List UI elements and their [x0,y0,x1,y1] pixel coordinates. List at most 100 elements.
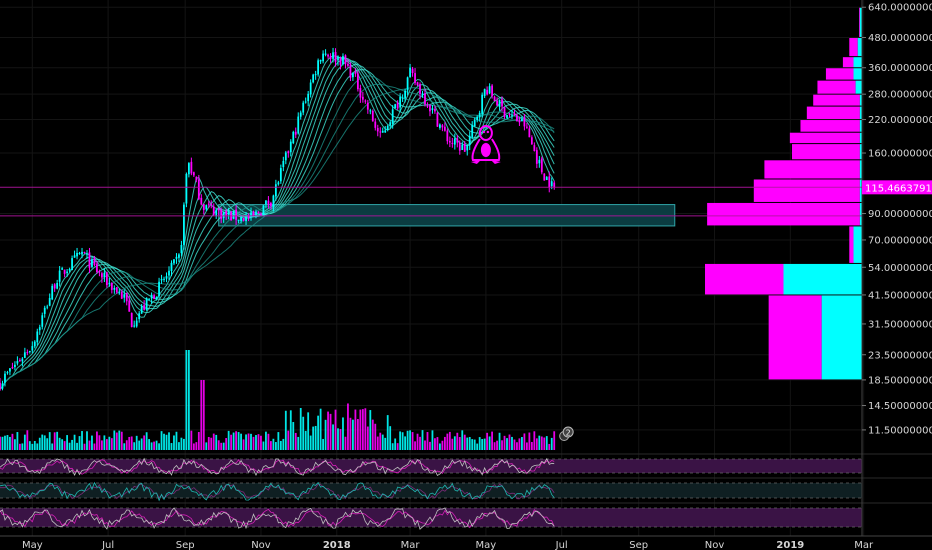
volume-bar [369,410,372,450]
candle-body [434,109,436,112]
price-tick-label: 360.00000000 [868,63,932,74]
candle-body [456,138,459,143]
volume-bar [441,440,444,450]
volume-bar [297,436,300,450]
volume-bar [0,436,1,450]
profile-bar-up [857,37,862,57]
price-tick-label: 90.00000000 [868,209,932,220]
candle-body [277,182,280,185]
candle-body [416,82,419,86]
profile-bar-up [859,160,862,179]
volume-bar [309,435,312,450]
volume-bar [533,431,536,450]
candle-body [11,366,14,369]
profile-bar-down [768,295,822,380]
volume-bar [478,437,481,450]
volume-bar [272,438,275,450]
volume-bar [1,436,4,450]
candle-body [376,128,379,132]
candle-body [289,141,292,153]
volume-bar [200,380,203,450]
volume-bar [175,431,178,450]
ma-line [0,56,555,390]
volume-bar [354,409,357,450]
volume-bar [471,439,474,450]
volume-bar [46,438,49,450]
profile-bar-down [859,7,860,37]
candle-body [513,113,516,116]
candle-body [334,51,337,62]
candle-body [138,313,141,320]
candle-body [4,373,6,383]
candle-body [56,282,59,289]
current-price-label: 115.46637912 [862,180,932,195]
ma-line [0,75,555,390]
price-tick-label: 14.50000000 [868,401,932,412]
volume-bar [476,443,479,450]
candle-body [200,197,203,205]
candle-body [220,209,223,219]
price-tick-label: 54.00000000 [868,263,932,274]
candle-body [190,161,193,174]
support-zone-rect [218,204,676,227]
volume-bar [81,431,83,450]
volume-bar [414,441,416,450]
candle-body [197,179,200,200]
volume-bar [463,434,466,450]
candle-body [46,306,49,308]
note-badge[interactable]: 2 [559,426,574,441]
volume-bar [51,443,54,450]
candle-body [135,320,138,327]
candle-body [496,100,498,106]
candle-body [406,77,409,91]
volume-bar [242,439,245,450]
volume-bar [376,436,379,450]
candle-body [175,256,178,259]
volume-bar [493,442,496,450]
candle-body [265,200,267,205]
volume-bar [148,439,151,450]
candle-body [225,211,228,216]
candle-body [528,128,531,138]
candle-body [322,53,324,62]
profile-bar-down [791,144,860,160]
volume-bar [540,436,543,450]
candle-body [274,184,277,197]
candle-body [508,113,511,115]
volume-bar [409,430,411,450]
volume-bar [361,409,364,450]
candle-body [364,100,367,102]
candle-body [272,195,275,208]
support-zone [218,204,676,227]
volume-bar [220,442,223,450]
volume-bar [222,442,225,450]
volume-bar [317,415,320,450]
candle-body [352,72,354,78]
candle-body [14,364,16,367]
candle-body [461,144,464,151]
volume-bar [128,436,131,450]
candle-body [287,151,290,154]
candle-body [411,68,414,73]
volume-bar [319,408,322,450]
volume-bar [446,433,449,450]
candle-body [324,53,327,55]
volume-bar [36,443,39,450]
volume-bar [394,438,397,450]
candle-body [307,93,310,102]
candle-body [371,110,374,122]
volume-bar [173,435,175,450]
volume-bar [366,426,369,450]
volume-bar [339,428,342,450]
candle-body [523,117,526,127]
candle-body [476,116,479,121]
candle-body [187,163,190,175]
volume-bar [307,412,310,450]
candle-body [31,346,34,351]
candle-body [86,253,88,255]
candle-body [516,115,518,121]
volume-bar [384,437,387,450]
candle-body [386,125,389,130]
candle-body [130,312,133,327]
